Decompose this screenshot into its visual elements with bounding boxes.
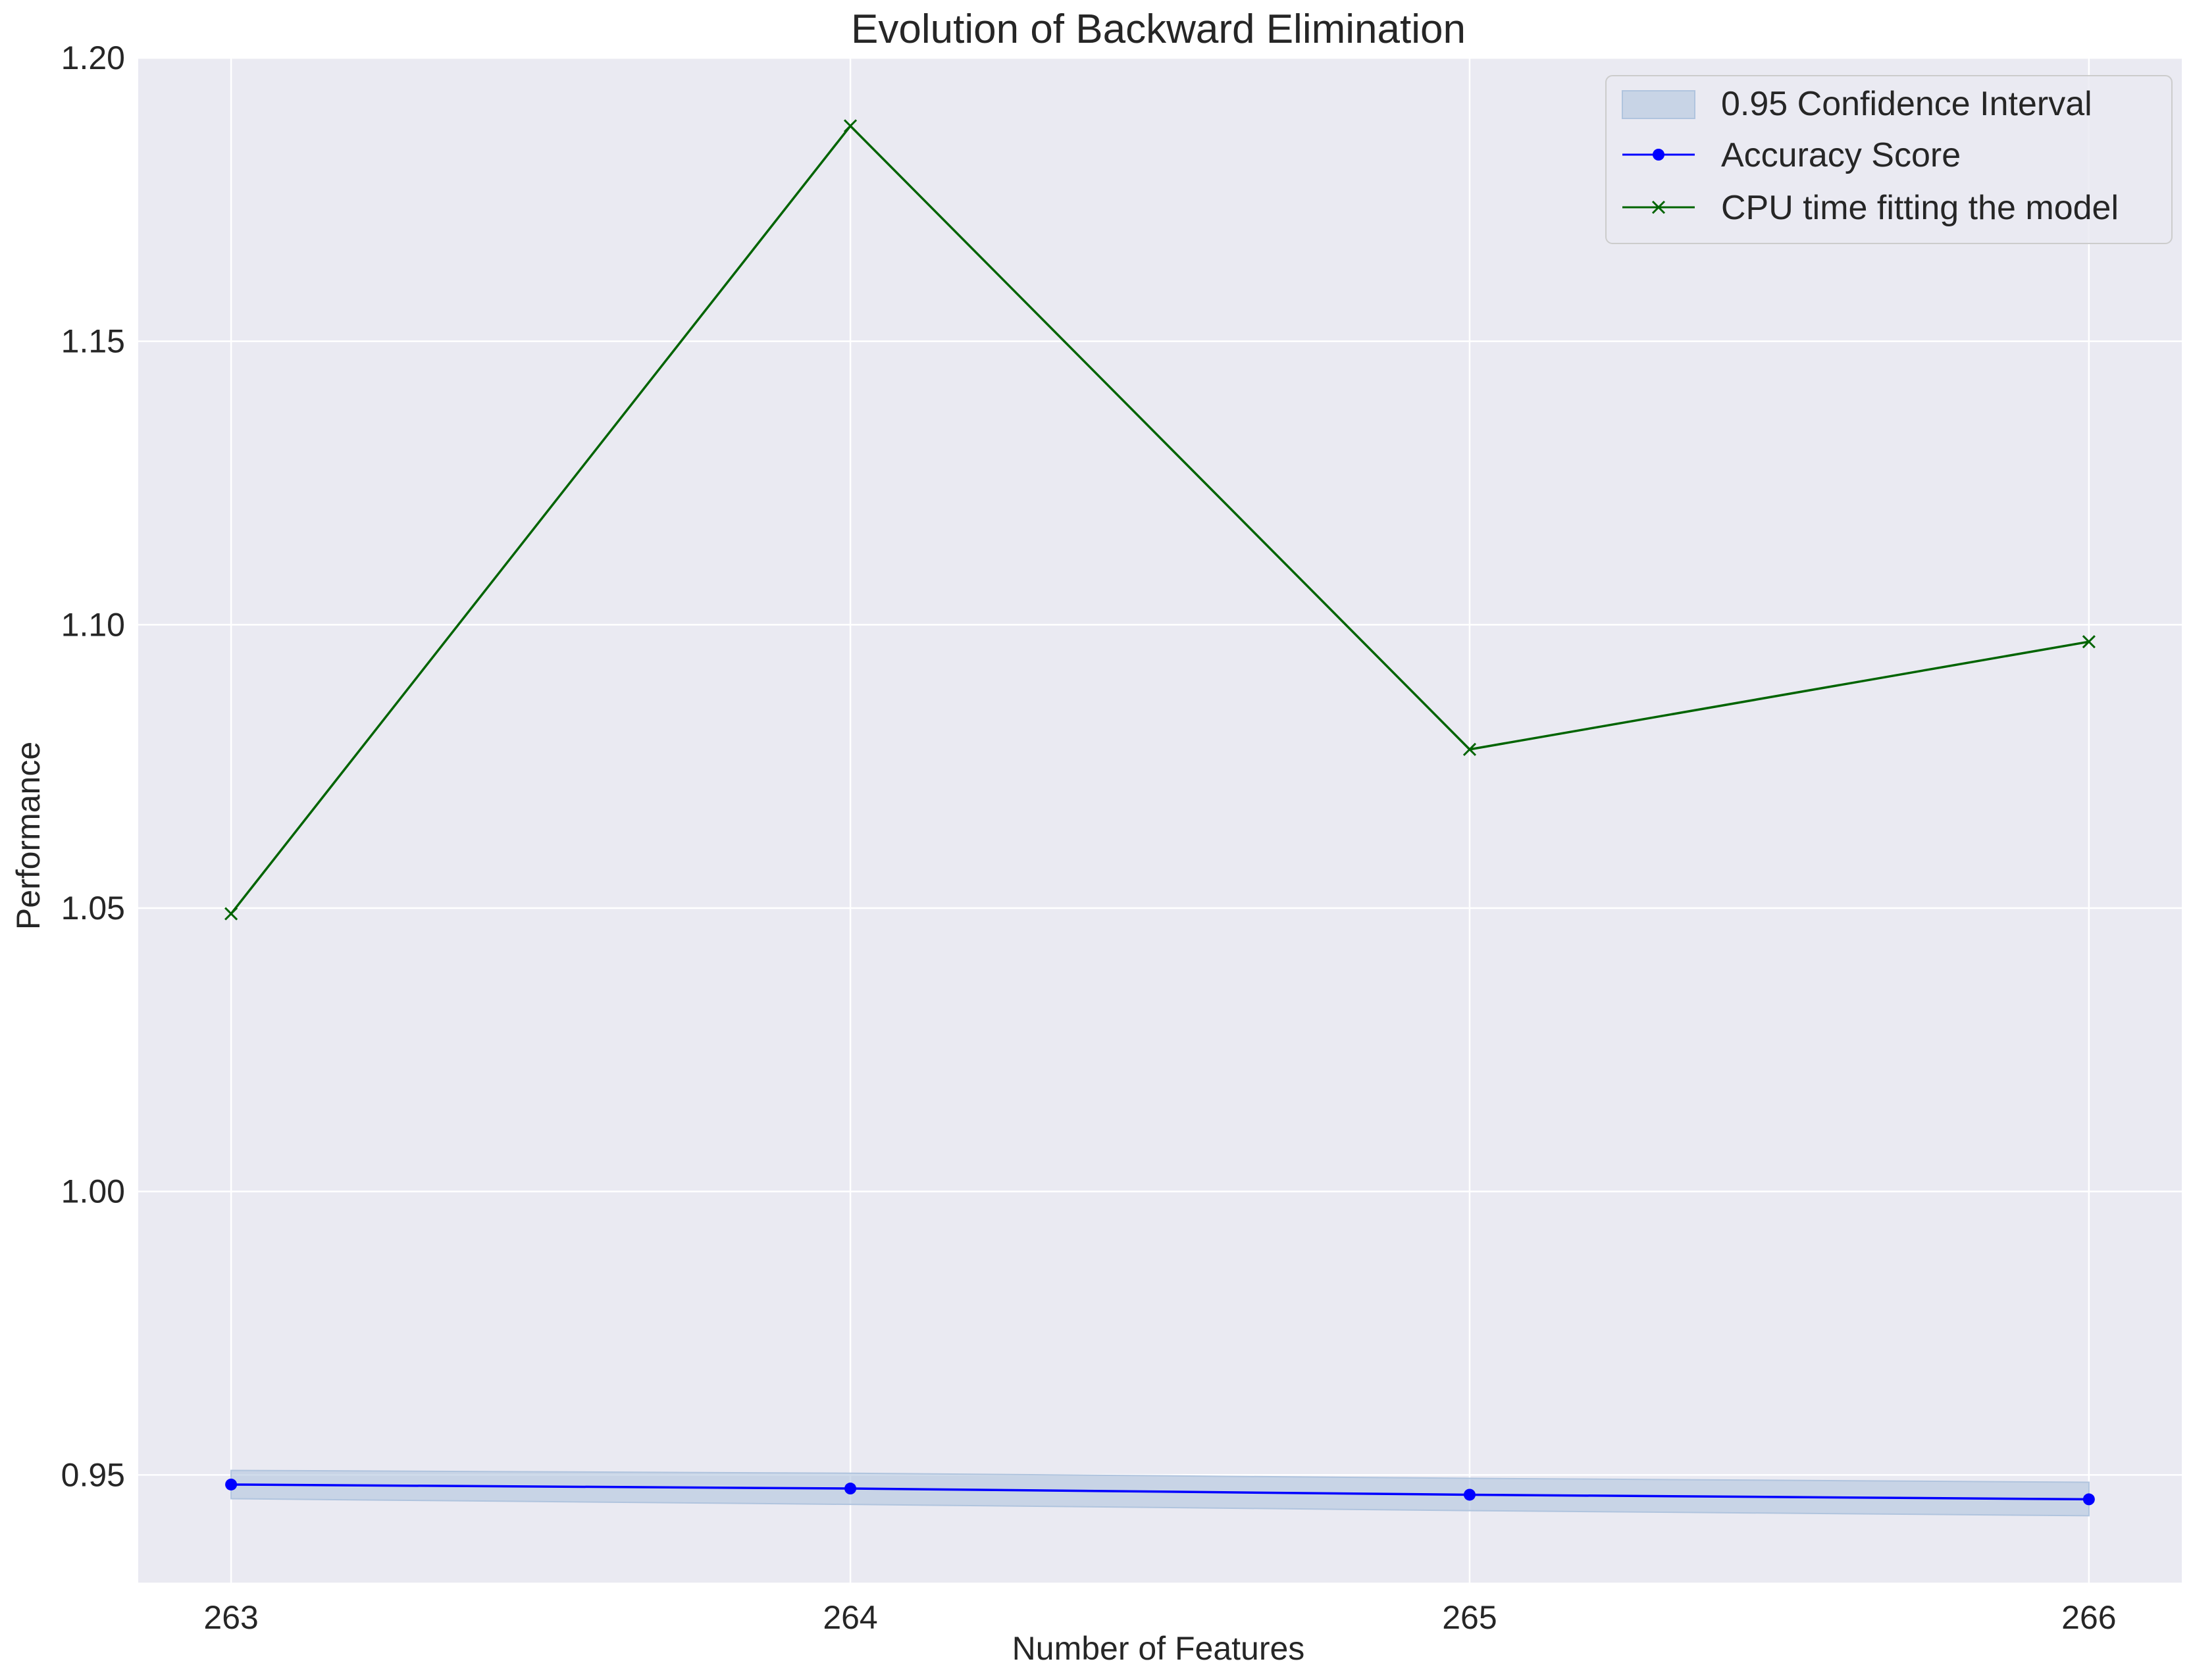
cpu-time-point xyxy=(1462,742,1477,756)
confidence-interval-band xyxy=(230,1469,2090,1517)
gridlines xyxy=(138,57,2182,1583)
legend-cpu-marker xyxy=(1651,200,1666,215)
y-tick-label: 1.15 xyxy=(61,323,125,360)
x-tick-label: 265 xyxy=(1442,1599,1497,1636)
accuracy-point xyxy=(844,1483,857,1495)
cpu-time-point xyxy=(224,907,238,921)
y-tick-label: 1.10 xyxy=(61,606,125,643)
y-tick-label: 1.05 xyxy=(61,890,125,927)
tick-labels: 0.95 1.00 1.05 1.10 1.15 1.20 263 264 265 266 xyxy=(61,39,2117,1636)
series-lines xyxy=(224,119,2096,1506)
x-tick-label: 264 xyxy=(823,1599,877,1636)
y-axis-label: Performance xyxy=(10,742,47,930)
y-tick-label: 1.20 xyxy=(61,39,125,76)
chart-title: Evolution of Backward Elimination xyxy=(851,7,1466,52)
x-axis-label: Number of Features xyxy=(1012,1630,1305,1667)
y-tick-label: 0.95 xyxy=(61,1456,125,1493)
series-line-cpu-time xyxy=(230,124,2090,915)
legend-ci-swatch xyxy=(1622,90,1695,119)
accuracy-point xyxy=(225,1478,238,1490)
x-tick-label: 266 xyxy=(2061,1599,2116,1636)
x-tick-label: 263 xyxy=(203,1599,258,1636)
confidence-band xyxy=(230,1469,2090,1517)
legend-box xyxy=(1605,75,2173,244)
cpu-time-point xyxy=(2082,635,2096,649)
legend-ci-label: 0.95 Confidence Interval xyxy=(1721,85,2092,123)
plot-area xyxy=(138,58,2182,1583)
accuracy-point xyxy=(1463,1489,1476,1501)
legend-cpu-label: CPU time fitting the model xyxy=(1721,189,2119,227)
cpu-time-point xyxy=(843,119,858,133)
y-tick-label: 1.00 xyxy=(61,1173,125,1210)
legend: 0.95 Confidence Interval Accuracy Score … xyxy=(1605,75,2173,244)
accuracy-point xyxy=(2082,1493,2095,1506)
series-line-accuracy-score xyxy=(231,1483,2089,1501)
legend-accuracy-label: Accuracy Score xyxy=(1721,136,1961,174)
legend-accuracy-marker xyxy=(1653,149,1664,161)
